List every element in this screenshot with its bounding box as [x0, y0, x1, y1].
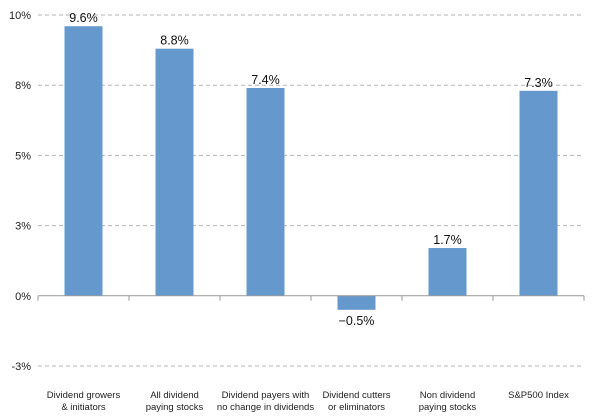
y-tick-label: -3%	[11, 361, 31, 373]
data-label: −0.5%	[339, 314, 375, 328]
category-labels: Dividend growers & initiators All dividend…	[47, 390, 569, 413]
y-tick-label: 5%	[15, 150, 31, 162]
y-tick-label: 0%	[15, 291, 31, 303]
bar	[428, 248, 467, 296]
data-label: 1.7%	[433, 233, 462, 247]
bar	[64, 26, 103, 296]
category-label: Dividend growers & initiators	[47, 390, 121, 413]
bar	[246, 88, 285, 296]
bar	[337, 295, 376, 310]
category-label: All dividend paying stocks	[146, 390, 204, 413]
y-tick-label: 10%	[9, 10, 31, 22]
data-label: 8.8%	[160, 34, 189, 48]
x-axis	[37, 295, 585, 301]
y-tick-label: 3%	[15, 221, 31, 233]
y-tick-label: 8%	[15, 80, 31, 92]
category-label: Non dividend paying stocks	[419, 390, 477, 413]
category-label: Dividend payers with no change in dividen…	[217, 390, 314, 413]
data-labels: 9.6% 8.8% 7.4% −0.5% 1.7% 7.3%	[69, 11, 553, 328]
category-label: S&P500 Index	[508, 390, 569, 401]
gridlines	[38, 14, 584, 367]
category-label: Dividend cutters or eliminators	[322, 390, 390, 413]
y-axis-tick-labels: 10% 8% 5% 3% 0% -3%	[9, 10, 31, 373]
data-label: 9.6%	[69, 11, 98, 25]
data-label: 7.3%	[524, 76, 553, 90]
bar	[155, 48, 194, 296]
bars	[64, 26, 558, 310]
data-label: 7.4%	[251, 73, 280, 87]
bar	[519, 90, 558, 296]
